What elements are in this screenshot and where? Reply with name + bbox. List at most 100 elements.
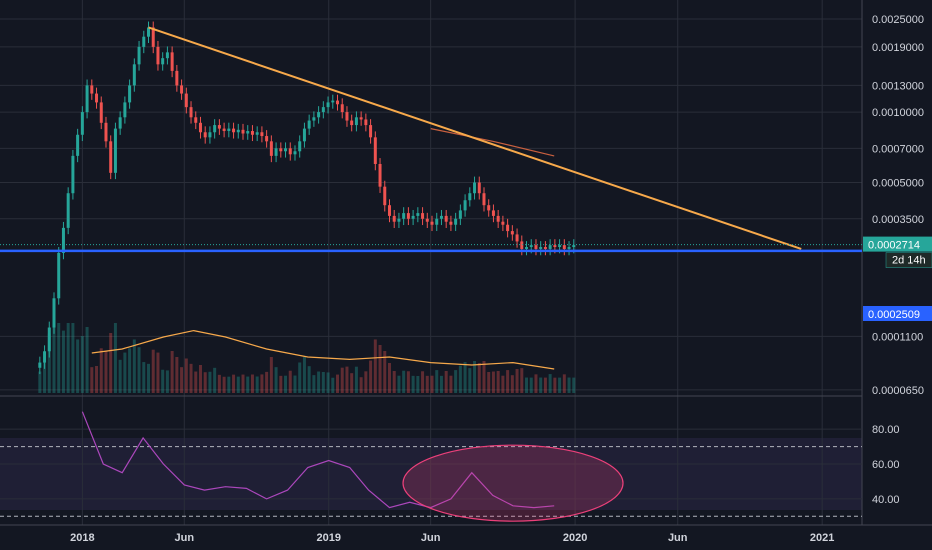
volume-bar xyxy=(156,352,160,393)
candle-body xyxy=(246,131,250,134)
volume-bar xyxy=(553,377,557,393)
candle-body xyxy=(567,247,571,249)
y-tick-label: 0.0025000 xyxy=(872,14,924,26)
volume-bar xyxy=(421,371,425,393)
countdown-label: 2d 14h xyxy=(892,255,926,267)
volume-bar xyxy=(128,348,132,393)
candle-body xyxy=(95,93,99,103)
rsi-tick-label: 40.00 xyxy=(872,494,900,506)
candle-body xyxy=(85,85,89,113)
volume-bar xyxy=(274,367,278,393)
volume-bar xyxy=(95,366,99,393)
candle-body xyxy=(217,125,221,129)
candle-body xyxy=(336,100,340,105)
candle-body xyxy=(80,112,84,135)
volume-bar xyxy=(161,369,165,393)
volume-bar xyxy=(539,377,543,393)
volume-bar xyxy=(567,377,571,393)
volume-bar xyxy=(118,359,122,393)
candle-body xyxy=(454,218,458,225)
axes: 0.0025000 0.0019000 0.0013000 0.0010000 0.00… xyxy=(70,14,932,544)
volume-bar xyxy=(208,371,212,393)
volume-bar xyxy=(147,363,151,393)
volume-bars xyxy=(38,323,576,393)
volume-bar xyxy=(184,358,188,393)
candle-body xyxy=(350,120,354,126)
candle-body xyxy=(449,221,453,225)
volume-bar xyxy=(359,377,363,393)
volume-bar xyxy=(175,357,179,393)
price-candles xyxy=(38,21,576,375)
volume-bar xyxy=(61,330,65,393)
moving-average-line xyxy=(430,128,555,157)
x-tick-label: Jun xyxy=(668,532,688,544)
candle-body xyxy=(170,52,174,71)
y-tick-label: 0.0013000 xyxy=(872,80,924,92)
volume-bar xyxy=(468,368,472,393)
rsi-tick-label: 80.00 xyxy=(872,424,900,436)
candle-body xyxy=(525,247,529,249)
candle-body xyxy=(543,247,547,249)
volume-bar xyxy=(496,371,500,393)
volume-bar xyxy=(170,351,174,393)
rsi-tick-label: 60.00 xyxy=(872,459,900,471)
candle-body xyxy=(416,213,420,216)
volume-bar xyxy=(213,367,217,393)
volume-bar xyxy=(336,374,340,393)
volume-bar xyxy=(260,374,264,393)
x-tick-label: Jun xyxy=(174,532,194,544)
candle-body xyxy=(520,241,524,249)
candle-body xyxy=(572,245,576,248)
candle-body xyxy=(411,215,415,219)
volume-bar xyxy=(52,323,56,393)
candle-body xyxy=(118,117,122,129)
volume-bar xyxy=(543,377,547,393)
volume-bar xyxy=(520,368,524,393)
volume-bar xyxy=(482,361,486,393)
volume-bar xyxy=(38,371,42,393)
candle-body xyxy=(402,213,406,219)
candle-body xyxy=(317,112,321,118)
volume-bar xyxy=(80,336,84,393)
support-level-badge xyxy=(863,306,932,321)
candle-body xyxy=(369,125,373,138)
candle-body xyxy=(76,134,80,156)
candle-body xyxy=(487,205,491,211)
volume-bar xyxy=(572,377,576,393)
last-price-label: 0.0002714 xyxy=(868,240,920,252)
candle-body xyxy=(430,221,434,225)
volume-bar xyxy=(411,375,415,393)
x-tick-label: 2019 xyxy=(316,532,340,544)
candle-body xyxy=(255,132,259,135)
candle-body xyxy=(506,224,510,232)
x-tick-label: 2021 xyxy=(810,532,834,544)
volume-bar xyxy=(350,373,354,393)
volume-bar xyxy=(142,362,146,393)
rsi-line xyxy=(81,411,555,509)
candle-body xyxy=(373,137,377,164)
candle-body xyxy=(232,128,236,133)
volume-bar xyxy=(90,367,94,393)
candle-body xyxy=(250,131,254,135)
candle-body xyxy=(548,245,552,249)
candle-body xyxy=(99,102,103,123)
candle-body xyxy=(491,210,495,216)
volume-bar xyxy=(236,376,240,393)
candle-body xyxy=(180,85,184,94)
candle-body xyxy=(71,155,75,194)
candle-body xyxy=(90,85,94,94)
candle-body xyxy=(378,163,382,187)
volume-bar xyxy=(369,360,373,393)
candle-body xyxy=(302,128,306,142)
candle-body xyxy=(284,148,288,152)
candle-body xyxy=(515,234,519,242)
candle-body xyxy=(397,218,401,222)
volume-bar xyxy=(151,349,155,393)
last-price-badge xyxy=(863,236,932,252)
candle-body xyxy=(269,141,273,156)
candle-body xyxy=(312,117,316,121)
candle-body xyxy=(421,213,425,219)
y-tick-label: 0.0000650 xyxy=(872,385,924,397)
volume-bar xyxy=(189,363,193,393)
volume-bar xyxy=(435,370,439,393)
